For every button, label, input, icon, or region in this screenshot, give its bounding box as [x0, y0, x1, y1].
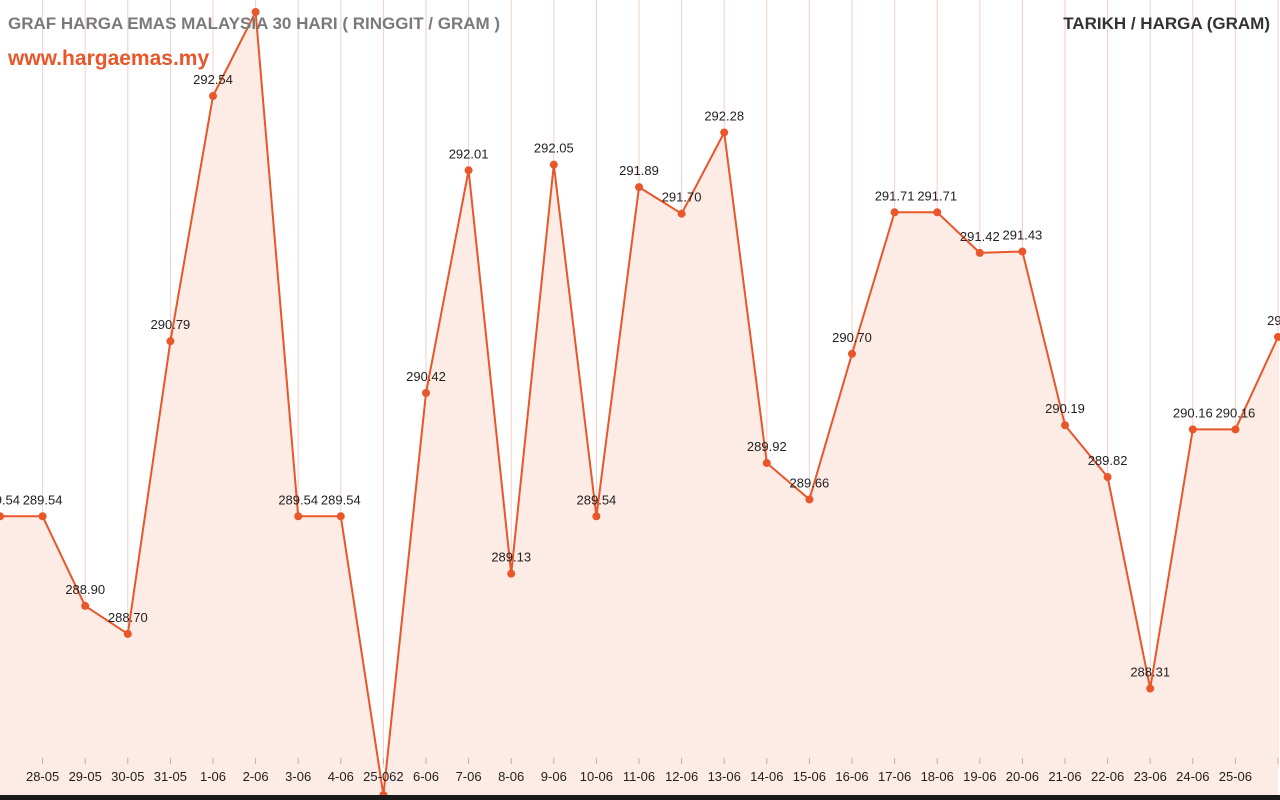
x-tick-label: 13-06: [708, 769, 741, 784]
value-label: 291.70: [662, 190, 702, 205]
value-label: 289.54: [278, 492, 318, 507]
data-point: [464, 166, 473, 175]
value-label: 288.31: [1130, 665, 1170, 680]
x-tick-label: 20-06: [1006, 769, 1039, 784]
value-label: 290.42: [406, 369, 446, 384]
site-link[interactable]: www.hargaemas.my: [8, 47, 210, 70]
data-point: [1146, 684, 1155, 693]
value-label: 292.01: [449, 146, 489, 161]
x-tick-label: 3-06: [285, 769, 311, 784]
x-tick-label: 10-06: [580, 769, 613, 784]
x-tick-label: 19-06: [963, 769, 996, 784]
data-point: [1061, 421, 1069, 430]
value-label: 290: [1267, 313, 1280, 328]
value-label: 289.82: [1088, 453, 1128, 468]
data-point: [890, 208, 899, 217]
data-point: [933, 208, 942, 217]
value-label: 292.05: [534, 141, 574, 156]
x-tick-label: 9-06: [541, 769, 567, 784]
data-point: [0, 512, 4, 521]
x-tick-label: 28-05: [26, 769, 59, 784]
data-point: [507, 569, 516, 578]
x-tick-label: 25-062: [363, 769, 403, 784]
x-tick-label: 22-06: [1091, 769, 1124, 784]
value-label: 290.70: [832, 330, 872, 345]
data-point: [209, 92, 217, 101]
data-point: [975, 248, 984, 257]
value-label: 290.16: [1216, 405, 1256, 420]
area-fill: [0, 12, 1278, 795]
data-point: [251, 8, 260, 16]
x-tick-label: 1-06: [200, 769, 226, 784]
data-point: [123, 629, 132, 638]
value-label: 289.54: [23, 492, 63, 507]
x-tick-label: 30-05: [111, 769, 144, 784]
x-tick-label: 15-06: [793, 769, 826, 784]
chart-title: GRAF HARGA EMAS MALAYSIA 30 HARI ( RINGG…: [8, 14, 501, 33]
x-tick-label: 7-06: [456, 769, 482, 784]
x-tick-label: 14-06: [750, 769, 783, 784]
value-label: 288.90: [65, 582, 105, 597]
x-tick-label: 2-06: [243, 769, 269, 784]
legend-label: TARIKH / HARGA (GRAM): [1063, 14, 1270, 33]
x-tick-label: 11-06: [623, 769, 655, 784]
value-label: 291.42: [960, 229, 1000, 244]
bottom-bar: [0, 795, 1280, 800]
x-tick-label: 12-06: [665, 769, 698, 784]
x-tick-label: 8-06: [498, 769, 524, 784]
x-tick-label: 21-06: [1048, 769, 1081, 784]
x-tick-label: 6-06: [413, 769, 439, 784]
value-label: 289.54: [321, 492, 361, 507]
x-tick-label: 4-06: [328, 769, 354, 784]
value-label: 288.70: [108, 610, 148, 625]
x-tick-label: 17-06: [878, 769, 911, 784]
value-label: 291.71: [917, 188, 957, 203]
data-point: [81, 601, 90, 610]
data-point: [422, 388, 430, 397]
data-point: [635, 183, 643, 192]
x-tick-label: 23-06: [1134, 769, 1167, 784]
value-label: 289.92: [747, 439, 787, 454]
data-point: [720, 128, 729, 137]
x-tick-label: 29-05: [69, 769, 102, 784]
data-point: [848, 349, 856, 358]
value-label: 291.71: [875, 188, 915, 203]
data-point: [1231, 425, 1240, 434]
value-label: 291.89: [619, 163, 659, 178]
x-tick-label: 16-06: [835, 769, 868, 784]
x-tick-label: 25-06: [1219, 769, 1252, 784]
data-point: [166, 337, 175, 346]
data-point: [1018, 247, 1027, 256]
value-label: 290.16: [1173, 405, 1213, 420]
value-label: 289.66: [790, 475, 830, 490]
value-label: 290.79: [151, 317, 191, 332]
data-point: [549, 160, 558, 169]
value-label: 289.54: [577, 492, 617, 507]
value-label: 9.54: [0, 492, 20, 507]
data-point: [805, 495, 814, 504]
x-tick-label: 24-06: [1176, 769, 1209, 784]
value-label: 292.54: [193, 72, 233, 87]
data-point: [336, 512, 345, 521]
value-label: 292.28: [704, 108, 744, 123]
data-point: [677, 209, 686, 218]
x-tick-label: 31-05: [154, 769, 187, 784]
data-point: [1188, 425, 1197, 434]
data-point: [592, 512, 601, 521]
value-label: 290.19: [1045, 401, 1085, 416]
x-tick-label: 18-06: [921, 769, 954, 784]
value-label: 291.43: [1003, 228, 1043, 243]
data-point: [1274, 332, 1280, 341]
data-point: [1103, 473, 1112, 482]
data-point: [38, 512, 47, 521]
data-point: [762, 459, 771, 468]
data-point: [294, 512, 303, 521]
value-label: 289.13: [491, 550, 531, 565]
